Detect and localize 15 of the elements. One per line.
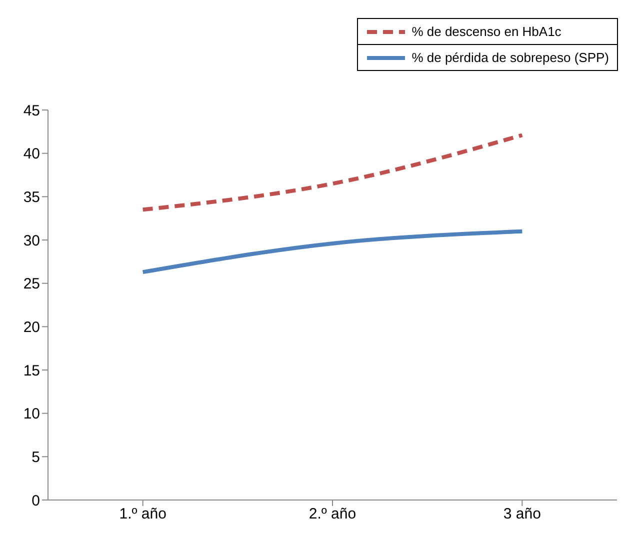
legend-label: % de descenso en HbA1c	[412, 24, 562, 39]
y-tick-label: 40	[23, 146, 40, 163]
y-tick-label: 25	[23, 276, 40, 293]
y-tick-label: 35	[23, 188, 40, 206]
y-tick-label: 5	[32, 448, 40, 466]
y-tick-label: 30	[23, 232, 40, 250]
y-tick-label: 10	[23, 406, 40, 423]
y-tick-label: 45	[23, 102, 40, 120]
y-tick-label: 0	[32, 492, 40, 510]
x-tick-label: 1.º año	[119, 506, 166, 523]
x-tick-label: 2.º año	[308, 506, 356, 523]
x-tick-label: 3 año	[503, 506, 541, 523]
y-tick-label: 15	[23, 362, 40, 380]
legend-label: % de pérdida de sobrepeso (SPP)	[412, 50, 609, 65]
y-tick-label: 20	[23, 318, 40, 336]
